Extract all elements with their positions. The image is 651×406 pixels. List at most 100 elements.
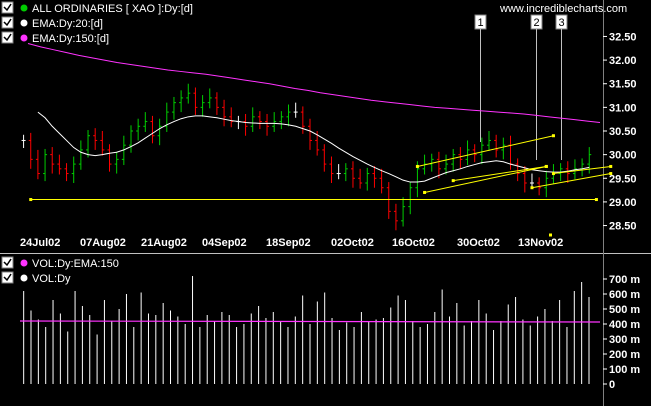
price-bar	[494, 134, 499, 158]
price-bar	[487, 131, 492, 151]
volume-ema150-line	[19, 320, 601, 323]
price-bar	[43, 148, 48, 182]
price-bar	[322, 144, 327, 172]
x-tick-label: 30Oct02	[457, 237, 500, 249]
checkbox-vol-ema[interactable]	[1, 256, 14, 269]
check-icon	[3, 3, 12, 12]
price-bar	[529, 173, 534, 189]
price-bar	[436, 151, 441, 179]
trendline-handle	[423, 190, 427, 194]
check-icon	[3, 18, 12, 27]
price-bar	[501, 137, 506, 160]
trendline-handle	[609, 172, 613, 176]
price-bar	[207, 88, 212, 109]
legend-row-vol-ema[interactable]: VOL:Dy:EMA:150	[1, 256, 119, 270]
x-tick-label: 21Aug02	[141, 237, 187, 249]
legend-dot-vol-ema	[20, 259, 28, 267]
price-bar	[179, 90, 184, 113]
legend-row-xao[interactable]: ALL ORDINARIES [ XAO ]:Dy:[d]	[1, 1, 193, 15]
price-panel: 32.50 32.00 31.50 31.00 30.50 30.00 29.50 29.00…	[20, 31, 637, 249]
price-bar	[250, 107, 255, 132]
price-bar	[479, 137, 484, 165]
support-marker	[549, 233, 552, 237]
trendline	[453, 165, 547, 182]
price-bar	[358, 168, 363, 189]
trendline	[553, 165, 611, 175]
price-bar	[393, 203, 398, 231]
price-bar	[386, 182, 391, 219]
price-bar	[279, 111, 284, 130]
trendline-handle	[451, 179, 455, 183]
legend-row-ema20[interactable]: EMA:Dy:20:[d]	[1, 16, 103, 30]
y-tick-label: 28.50	[609, 221, 637, 233]
legend-label-vol: VOL:Dy	[32, 273, 71, 285]
price-bar	[78, 140, 83, 170]
check-icon	[3, 33, 12, 42]
vol-y-tick-label: 600 m	[609, 289, 640, 301]
trendline	[417, 135, 554, 167]
annotation-3: 3	[555, 14, 568, 160]
annotation-label: 3	[559, 17, 565, 29]
price-bar	[143, 112, 148, 132]
checkbox-ema150[interactable]	[1, 31, 14, 44]
trendline-handle	[551, 172, 555, 176]
checkbox-vol[interactable]	[1, 271, 14, 284]
price-bar	[71, 156, 76, 183]
price-bar	[444, 154, 449, 175]
legend-dot-vol	[20, 274, 28, 282]
price-bar	[186, 83, 191, 104]
vol-y-tick-label: 500 m	[609, 304, 640, 316]
price-bar	[35, 149, 40, 180]
price-bar	[86, 130, 91, 158]
legend-row-vol[interactable]: VOL:Dy	[1, 271, 71, 285]
price-bar	[286, 104, 291, 127]
price-bar	[365, 167, 370, 191]
price-bar	[379, 168, 384, 194]
price-bar	[157, 118, 162, 146]
price-bar	[343, 163, 348, 182]
y-tick-label: 29.00	[609, 197, 637, 209]
volume-legend: VOL:Dy:EMA:150 VOL:Dy	[1, 256, 119, 285]
y-tick-label: 29.50	[609, 173, 637, 185]
site-watermark: www.incrediblecharts.com	[499, 3, 627, 15]
y-tick-label: 30.50	[609, 126, 637, 138]
price-bar	[336, 164, 341, 180]
price-bar	[28, 132, 33, 169]
price-bar	[300, 106, 305, 134]
legend-row-ema150[interactable]: EMA:Dy:150:[d]	[1, 31, 109, 45]
legend-dot-ema150	[20, 34, 28, 42]
checkbox-ema20[interactable]	[1, 16, 14, 29]
y-tick-label: 31.50	[609, 79, 637, 91]
checkbox-xao[interactable]	[1, 1, 14, 14]
price-bar	[93, 128, 98, 150]
price-bar	[272, 112, 277, 132]
price-bar	[100, 131, 105, 156]
price-bar	[128, 125, 133, 153]
x-tick-label: 16Oct02	[392, 237, 435, 249]
y-tick-label: 30.00	[609, 150, 637, 162]
price-bar	[243, 113, 248, 136]
price-bar	[21, 134, 26, 149]
price-bar	[458, 147, 463, 169]
price-bar	[451, 148, 456, 172]
check-icon	[3, 273, 12, 282]
price-bar	[522, 165, 527, 193]
price-bar	[408, 182, 413, 215]
price-bar	[171, 96, 176, 120]
annotation-label: 1	[478, 17, 484, 29]
ema20-line	[37, 111, 590, 183]
price-bar	[372, 165, 377, 188]
price-bar	[214, 92, 219, 115]
price-bar	[515, 158, 520, 182]
legend-label-vol-ema: VOL:Dy:EMA:150	[32, 258, 119, 270]
trendline-handle	[551, 134, 555, 138]
trendline-handle	[609, 164, 613, 168]
legend-label-xao: ALL ORDINARIES [ XAO ]:Dy:[d]	[32, 3, 193, 15]
trendline	[424, 165, 547, 193]
price-bar	[257, 111, 262, 130]
price-bar	[222, 99, 227, 127]
legend-label-ema20: EMA:Dy:20:[d]	[32, 18, 103, 30]
trendline-handle	[29, 198, 33, 202]
price-bar	[350, 161, 355, 188]
x-tick-label: 04Sep02	[202, 237, 247, 249]
